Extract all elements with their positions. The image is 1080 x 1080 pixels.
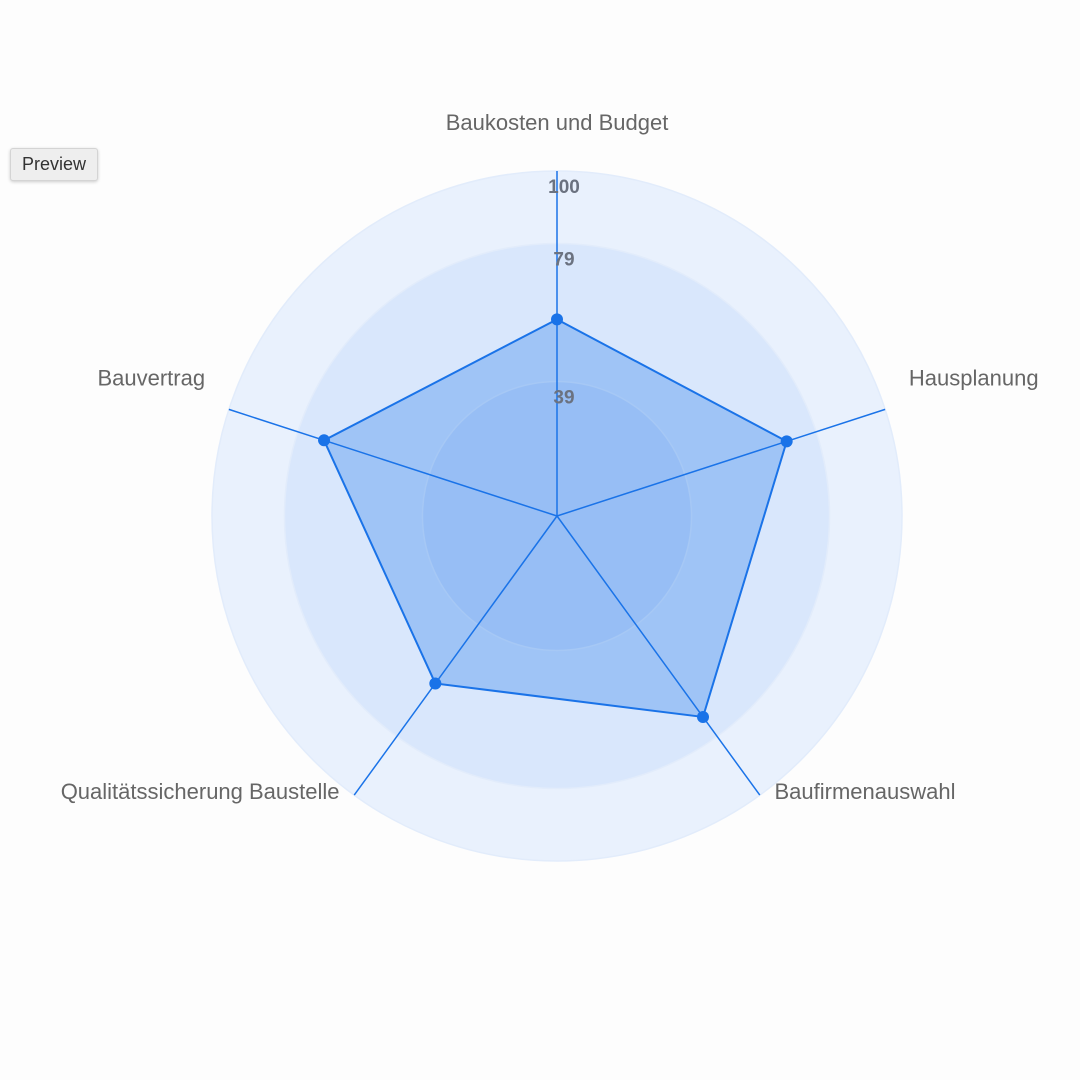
data-point	[429, 677, 442, 690]
data-point	[318, 434, 331, 447]
axis-label: Hausplanung	[909, 365, 1039, 390]
tick-label: 39	[553, 387, 574, 408]
data-point	[551, 313, 563, 326]
axis-line	[228, 408, 558, 517]
data-point	[697, 710, 710, 723]
tick-label: 100	[548, 177, 580, 198]
axis-label: Baufirmenauswahl	[774, 779, 955, 804]
axis-line	[556, 408, 886, 517]
data-point	[780, 435, 793, 448]
axis-label: Bauvertrag	[97, 365, 205, 390]
axis-label: Qualitätssicherung Baustelle	[61, 779, 340, 804]
tick-label: 79	[553, 249, 574, 270]
axis-line	[353, 515, 558, 796]
axis-line	[556, 515, 761, 796]
preview-button[interactable]: Preview	[10, 148, 99, 181]
data-area	[322, 318, 788, 719]
axis-label: Baukosten und Budget	[446, 110, 669, 135]
